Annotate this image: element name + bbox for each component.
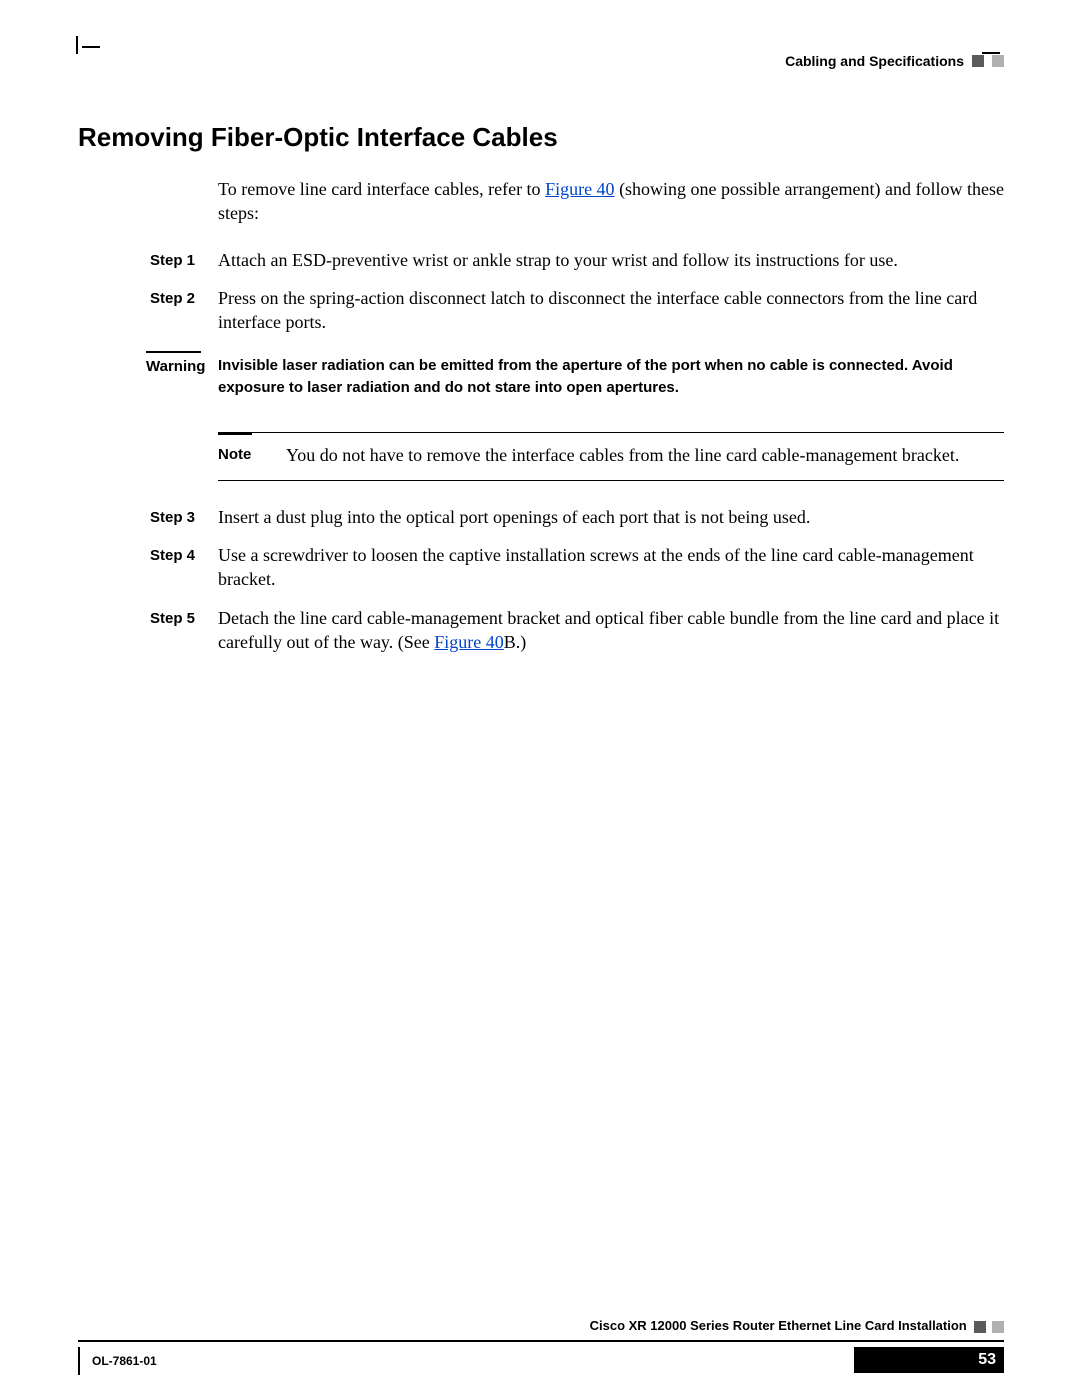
warning-label-text: Warning <box>146 358 205 375</box>
step-label: Step 4 <box>78 543 218 592</box>
note-block: Note You do not have to remove the inter… <box>78 432 1004 480</box>
footer-manual-title: Cisco XR 12000 Series Router Ethernet Li… <box>590 1317 1004 1335</box>
note-grid: Note You do not have to remove the inter… <box>218 432 1004 480</box>
decoration-square-dark-icon <box>974 1321 986 1333</box>
step-row: Step 5 Detach the line card cable-manage… <box>78 606 1004 655</box>
warning-label: Warning <box>78 355 218 399</box>
intro-paragraph: To remove line card interface cables, re… <box>218 177 1004 226</box>
step-row: Step 3 Insert a dust plug into the optic… <box>78 505 1004 530</box>
running-header: Cabling and Specifications <box>785 52 1004 71</box>
warning-block: Warning Invisible laser radiation can be… <box>78 355 1004 399</box>
footer-manual-title-text: Cisco XR 12000 Series Router Ethernet Li… <box>590 1318 967 1333</box>
footer-doc-id: OL-7861-01 <box>92 1353 157 1369</box>
header-section-label: Cabling and Specifications <box>785 52 964 71</box>
crop-mark <box>82 46 100 48</box>
decoration-square-light-icon <box>992 1321 1004 1333</box>
decoration-square-dark-icon <box>972 55 984 67</box>
step-label: Step 3 <box>78 505 218 530</box>
figure-link[interactable]: Figure 40 <box>434 632 504 652</box>
step-body: Attach an ESD-preventive wrist or ankle … <box>218 248 1004 273</box>
step5-text-after: B.) <box>504 632 527 652</box>
step-body: Press on the spring-action disconnect la… <box>218 286 1004 335</box>
step-body: Detach the line card cable-management br… <box>218 606 1004 655</box>
step5-text-before: Detach the line card cable-management br… <box>218 608 999 652</box>
footer-left-bar-icon <box>78 1347 80 1375</box>
footer-rule <box>78 1340 1004 1342</box>
step-body: Insert a dust plug into the optical port… <box>218 505 1004 530</box>
crop-mark <box>76 36 78 54</box>
document-page: Cabling and Specifications Removing Fibe… <box>0 0 1080 1397</box>
step-row: Step 4 Use a screwdriver to loosen the c… <box>78 543 1004 592</box>
note-body: You do not have to remove the interface … <box>286 443 1004 467</box>
warning-rule-icon <box>146 351 201 353</box>
figure-link[interactable]: Figure 40 <box>545 179 615 199</box>
step-label: Step 1 <box>78 248 218 273</box>
note-label: Note <box>218 443 258 467</box>
warning-body: Invisible laser radiation can be emitted… <box>218 355 1004 399</box>
step-label: Step 5 <box>78 606 218 655</box>
step-label: Step 2 <box>78 286 218 335</box>
step-row: Step 1 Attach an ESD-preventive wrist or… <box>78 248 1004 273</box>
intro-text-before: To remove line card interface cables, re… <box>218 179 545 199</box>
decoration-square-light-icon <box>992 55 1004 67</box>
step-row: Step 2 Press on the spring-action discon… <box>78 286 1004 335</box>
step-body: Use a screwdriver to loosen the captive … <box>218 543 1004 592</box>
section-title: Removing Fiber-Optic Interface Cables <box>78 120 1004 155</box>
content-area: Removing Fiber-Optic Interface Cables To… <box>78 120 1004 668</box>
page-number: 53 <box>978 1349 996 1371</box>
